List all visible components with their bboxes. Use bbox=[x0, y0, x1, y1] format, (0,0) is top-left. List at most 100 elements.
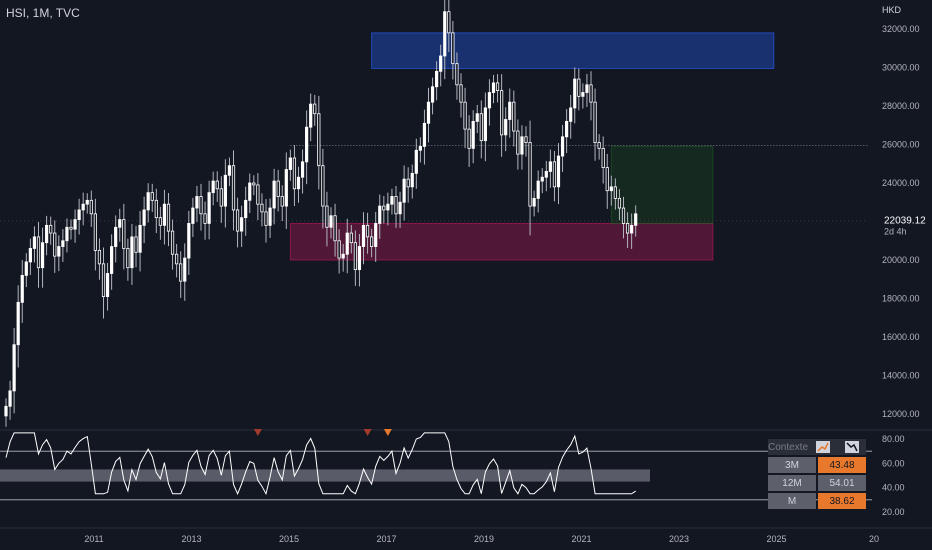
candle-down bbox=[365, 224, 370, 238]
candle bbox=[154, 188, 158, 234]
time-axis: 2011 2013 2015 2017 2019 2021 2023 2025 20 bbox=[0, 527, 932, 544]
candle-down bbox=[333, 215, 337, 242]
time-tick-label: 2021 bbox=[571, 534, 591, 544]
candle bbox=[4, 398, 8, 427]
candle-up bbox=[24, 261, 28, 276]
candle-up bbox=[548, 161, 552, 172]
candle-down bbox=[215, 180, 219, 190]
candle-up bbox=[508, 101, 512, 120]
candle-down bbox=[276, 180, 280, 197]
candle bbox=[569, 94, 573, 139]
candle-up bbox=[57, 246, 61, 257]
candle bbox=[162, 189, 167, 245]
candle bbox=[601, 136, 605, 184]
candle bbox=[313, 94, 317, 126]
candle-up bbox=[402, 178, 406, 203]
candle-down bbox=[264, 211, 268, 226]
trend-down-icon bbox=[837, 439, 866, 455]
time-tick-label: 20 bbox=[869, 534, 879, 544]
candle-down bbox=[126, 248, 130, 269]
price-tick-label: 26000.00 bbox=[882, 140, 920, 150]
supply-zone bbox=[371, 32, 775, 69]
candle-down bbox=[89, 199, 93, 215]
candle-up bbox=[475, 113, 479, 122]
candle-up bbox=[581, 92, 585, 97]
candles-layer bbox=[4, 0, 638, 427]
candle bbox=[621, 196, 626, 239]
price-tick-label: 20000.00 bbox=[882, 255, 920, 265]
candle-down bbox=[601, 147, 605, 169]
candle-up bbox=[45, 224, 49, 244]
rsi-tick-label: 60.00 bbox=[882, 458, 905, 468]
candle bbox=[390, 188, 394, 215]
candle bbox=[487, 79, 492, 126]
candle-down bbox=[463, 101, 467, 130]
candle bbox=[617, 189, 622, 221]
candle-up bbox=[609, 186, 613, 192]
candle bbox=[36, 221, 41, 288]
trend-up-icon bbox=[808, 439, 838, 455]
time-tick-label: 2019 bbox=[474, 534, 494, 544]
candle-up bbox=[272, 180, 276, 209]
candle bbox=[240, 205, 244, 247]
candle bbox=[61, 229, 65, 262]
candle bbox=[219, 176, 223, 223]
candle bbox=[65, 218, 69, 253]
candle-down bbox=[97, 249, 102, 265]
candle bbox=[560, 124, 565, 172]
candle-up bbox=[73, 219, 77, 230]
candle bbox=[357, 233, 362, 287]
candle-up bbox=[138, 224, 142, 253]
candle bbox=[536, 170, 540, 213]
candle bbox=[365, 212, 370, 254]
candle bbox=[374, 211, 378, 262]
candle bbox=[556, 143, 561, 205]
context-row-3m-value: 43.48 bbox=[818, 457, 866, 473]
candle bbox=[134, 225, 138, 268]
context-row-12m-label: 12M bbox=[768, 475, 816, 491]
candle-up bbox=[284, 169, 288, 207]
candle bbox=[613, 178, 617, 210]
price-tick-label: 14000.00 bbox=[882, 371, 920, 381]
candle-down bbox=[370, 236, 374, 247]
context-table: Contexte 3M 43.48 12M 54.01 M 38.62 bbox=[768, 439, 866, 511]
candle bbox=[8, 380, 12, 420]
candle bbox=[235, 197, 240, 248]
candle bbox=[264, 198, 268, 243]
candle-down bbox=[406, 178, 410, 188]
candle bbox=[418, 137, 422, 163]
candle-up bbox=[20, 274, 24, 303]
demand-zone bbox=[289, 222, 714, 261]
candle-up bbox=[4, 405, 8, 417]
candle bbox=[394, 185, 398, 228]
candle-down bbox=[516, 130, 520, 155]
candle-up bbox=[422, 122, 427, 147]
candle-up bbox=[300, 161, 305, 178]
candle-down bbox=[593, 101, 597, 143]
candle bbox=[183, 243, 187, 301]
candle-up bbox=[40, 242, 45, 269]
candle bbox=[528, 120, 532, 236]
candle bbox=[565, 109, 569, 154]
candle-down bbox=[512, 101, 516, 132]
candle bbox=[495, 74, 500, 103]
candle-down bbox=[93, 213, 97, 251]
candle-up bbox=[305, 126, 309, 163]
rsi-tick-label: 40.00 bbox=[882, 483, 905, 493]
candle-up bbox=[309, 103, 313, 128]
candle-up bbox=[81, 203, 85, 211]
price-tick-label: 30000.00 bbox=[882, 63, 920, 73]
candle-up bbox=[556, 155, 561, 188]
candle bbox=[337, 229, 341, 274]
candle bbox=[459, 73, 463, 118]
candle-up bbox=[374, 223, 378, 247]
candle bbox=[361, 212, 366, 265]
candle bbox=[370, 228, 374, 258]
candle-down bbox=[36, 236, 41, 269]
candle bbox=[97, 238, 102, 280]
candle-up bbox=[28, 248, 32, 263]
candle bbox=[248, 173, 252, 213]
candle-up bbox=[544, 171, 548, 178]
candle-up bbox=[573, 78, 577, 109]
